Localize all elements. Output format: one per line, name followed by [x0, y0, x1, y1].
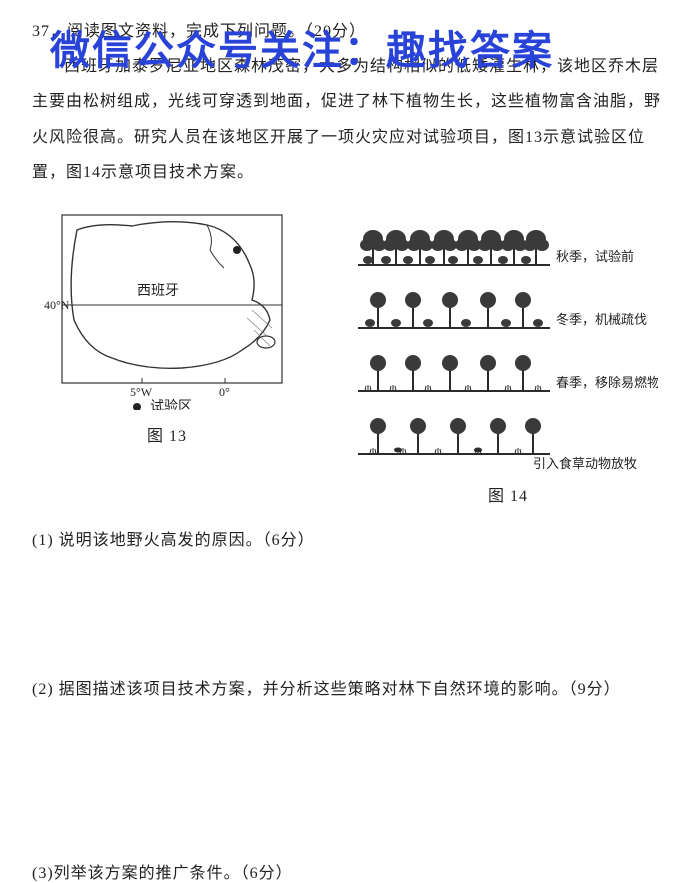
sub-question-1: (1) 说明该地野火高发的原因。（6分）	[32, 526, 668, 550]
svg-text:秋季，试验前: 秋季，试验前	[556, 249, 634, 264]
figure-13: 40°N 5°W 0° 西班牙 试验区 图 13	[42, 210, 292, 506]
svg-text:冬季，机械疏伐: 冬季，机械疏伐	[556, 312, 647, 327]
svg-text:5°W: 5°W	[130, 385, 153, 399]
svg-text:试验区: 试验区	[150, 399, 192, 410]
figure-14: 秋季，试验前 冬季，机械疏伐 春季，移除易燃物	[358, 210, 658, 506]
svg-text:春季，移除易燃物: 春季，移除易燃物	[556, 375, 658, 390]
figures-row: 40°N 5°W 0° 西班牙 试验区 图 13	[32, 210, 668, 506]
svg-text:西班牙: 西班牙	[137, 283, 179, 299]
vegetation-strips-svg: 秋季，试验前 冬季，机械疏伐 春季，移除易燃物	[358, 210, 658, 470]
svg-text:0°: 0°	[219, 385, 230, 399]
svg-text:40°N: 40°N	[44, 298, 70, 312]
sub-question-2: (2) 据图描述该项目技术方案，并分析这些策略对林下自然环境的影响。（9分）	[32, 675, 668, 699]
fig13-caption: 图 13	[147, 422, 187, 446]
watermark: 微信公众号关注：趣找答案	[50, 18, 554, 76]
svg-text:引入食草动物放牧: 引入食草动物放牧	[533, 456, 637, 470]
sub-question-3: (3)列举该方案的推广条件。（6分）	[32, 859, 668, 883]
map-svg: 40°N 5°W 0° 西班牙 试验区	[42, 210, 292, 410]
fig14-caption: 图 14	[488, 482, 528, 506]
